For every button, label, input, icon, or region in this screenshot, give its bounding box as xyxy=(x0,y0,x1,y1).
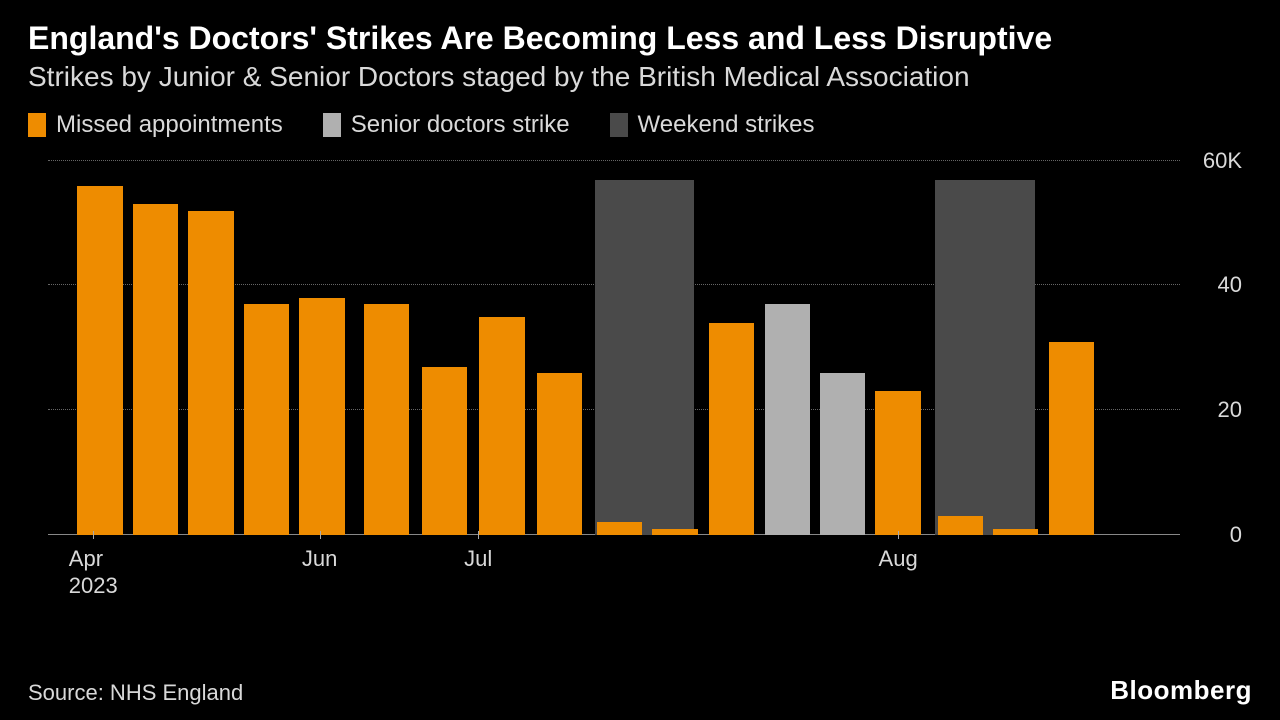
legend-swatch xyxy=(323,113,341,137)
source-text: Source: NHS England xyxy=(28,680,243,706)
plot-area: 0204060KApr2023JunJulAug xyxy=(48,161,1180,535)
x-axis-label: Apr2023 xyxy=(69,545,118,600)
chart-container: England's Doctors' Strikes Are Becoming … xyxy=(0,0,1280,720)
data-bar xyxy=(652,529,697,535)
weekend-strike-bg-bar xyxy=(595,180,695,535)
y-axis-label: 20 xyxy=(1218,397,1242,423)
data-bar xyxy=(364,304,409,535)
legend-item-senior: Senior doctors strike xyxy=(323,111,570,139)
data-bar xyxy=(537,373,582,535)
legend-label: Senior doctors strike xyxy=(351,111,570,139)
weekend-strike-bg-bar xyxy=(935,180,1035,535)
chart-title: England's Doctors' Strikes Are Becoming … xyxy=(28,20,1252,57)
chart-plot-zone: 0204060KApr2023JunJulAug xyxy=(28,145,1252,575)
data-bar xyxy=(244,304,289,535)
data-bar xyxy=(597,522,642,534)
y-axis-label: 0 xyxy=(1230,522,1242,548)
data-bar xyxy=(479,317,524,535)
data-bar xyxy=(422,367,467,535)
data-bar xyxy=(299,298,344,535)
x-axis-label: Aug xyxy=(879,545,918,573)
x-axis-tick xyxy=(478,531,479,539)
legend-swatch xyxy=(28,113,46,137)
legend-swatch xyxy=(610,113,628,137)
legend-item-weekend: Weekend strikes xyxy=(610,111,815,139)
x-axis-label: Jun xyxy=(302,545,337,573)
data-bar xyxy=(875,391,920,534)
data-bar xyxy=(765,304,810,535)
y-axis-label: 60K xyxy=(1203,148,1242,174)
data-bar xyxy=(1049,342,1094,535)
legend: Missed appointments Senior doctors strik… xyxy=(28,111,1252,139)
legend-label: Missed appointments xyxy=(56,111,283,139)
data-bar xyxy=(77,186,122,535)
chart-subtitle: Strikes by Junior & Senior Doctors stage… xyxy=(28,61,1252,93)
x-axis-tick xyxy=(320,531,321,539)
data-bar xyxy=(993,529,1038,535)
data-bar xyxy=(133,204,178,534)
brand-logo: Bloomberg xyxy=(1110,675,1252,706)
x-axis-tick xyxy=(898,531,899,539)
data-bar xyxy=(820,373,865,535)
data-bar xyxy=(709,323,754,535)
x-axis-label: Jul xyxy=(464,545,492,573)
legend-label: Weekend strikes xyxy=(638,111,815,139)
gridline xyxy=(48,160,1180,161)
y-axis-label: 40 xyxy=(1218,272,1242,298)
legend-item-missed: Missed appointments xyxy=(28,111,283,139)
chart-footer: Source: NHS England Bloomberg xyxy=(28,675,1252,706)
x-axis-tick xyxy=(93,531,94,539)
data-bar xyxy=(188,211,233,535)
data-bar xyxy=(938,516,983,535)
